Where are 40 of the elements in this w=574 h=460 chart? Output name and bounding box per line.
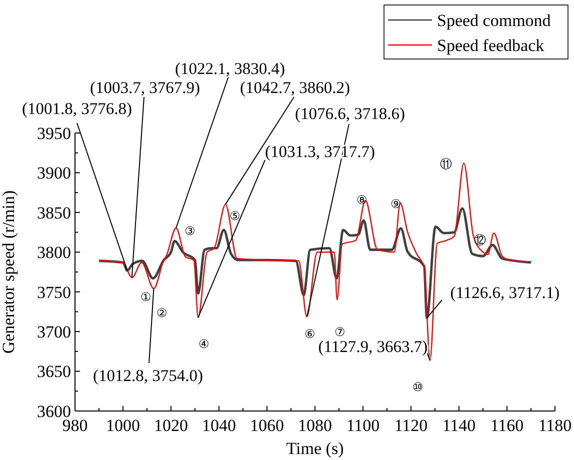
annotation: (1076.6, 3718.6) — [295, 104, 405, 123]
annotation: (1126.6, 3717.1) — [450, 282, 560, 302]
annotation: ⑧ — [356, 193, 368, 208]
annotation: ⑤ — [230, 209, 240, 224]
x-tick-label: 1080 — [298, 416, 332, 435]
annotation: ⑪ — [440, 157, 452, 172]
x-tick-label: 1100 — [346, 416, 380, 435]
annotation: ① — [140, 290, 152, 304]
annotation: (1012.8, 3754.0) — [93, 366, 203, 385]
annotation: ⑨ — [390, 197, 402, 212]
y-tick-label: 3800 — [37, 243, 71, 262]
annotation: (1022.1, 3830.4) — [175, 58, 285, 78]
x-axis-title: Time (s) — [286, 439, 344, 458]
annotation: (1042.7, 3860.2) — [240, 78, 350, 97]
annotation: (1127.9, 3663.7) — [318, 336, 428, 356]
x-tick-label: 1140 — [442, 416, 476, 435]
y-tick-label: 3750 — [37, 282, 71, 302]
y-tick-label: 3950 — [37, 124, 71, 143]
annotation: (1003.7, 3767.9) — [90, 78, 200, 97]
x-tick-label: 1060 — [250, 416, 284, 435]
x-tick-label: 1020 — [154, 416, 188, 435]
y-tick-label: 3700 — [37, 322, 71, 342]
x-tick-label: 1180 — [538, 416, 572, 435]
x-tick-label: 1160 — [490, 416, 524, 435]
annotation: ⑥ — [304, 327, 316, 342]
annotation: (1001.8, 3776.8) — [22, 98, 132, 118]
legend-label: Speed commond — [437, 10, 552, 30]
annotation: ⑦ — [334, 325, 346, 340]
y-tick-label: 3900 — [37, 164, 71, 183]
y-tick-label: 3650 — [37, 362, 71, 382]
x-tick-label: 1040 — [202, 416, 236, 435]
y-axis-title: Generator speed (r/min) — [0, 190, 18, 354]
annotation: ④ — [198, 337, 210, 352]
y-tick-label: 3850 — [37, 203, 71, 222]
x-tick-label: 1000 — [106, 416, 140, 435]
legend-label: Speed feedback — [437, 36, 545, 55]
x-tick-label: 1120 — [394, 416, 428, 435]
annotation: ② — [156, 306, 168, 320]
annotation: ⑩ — [412, 380, 424, 394]
annotation: ③ — [184, 224, 196, 238]
